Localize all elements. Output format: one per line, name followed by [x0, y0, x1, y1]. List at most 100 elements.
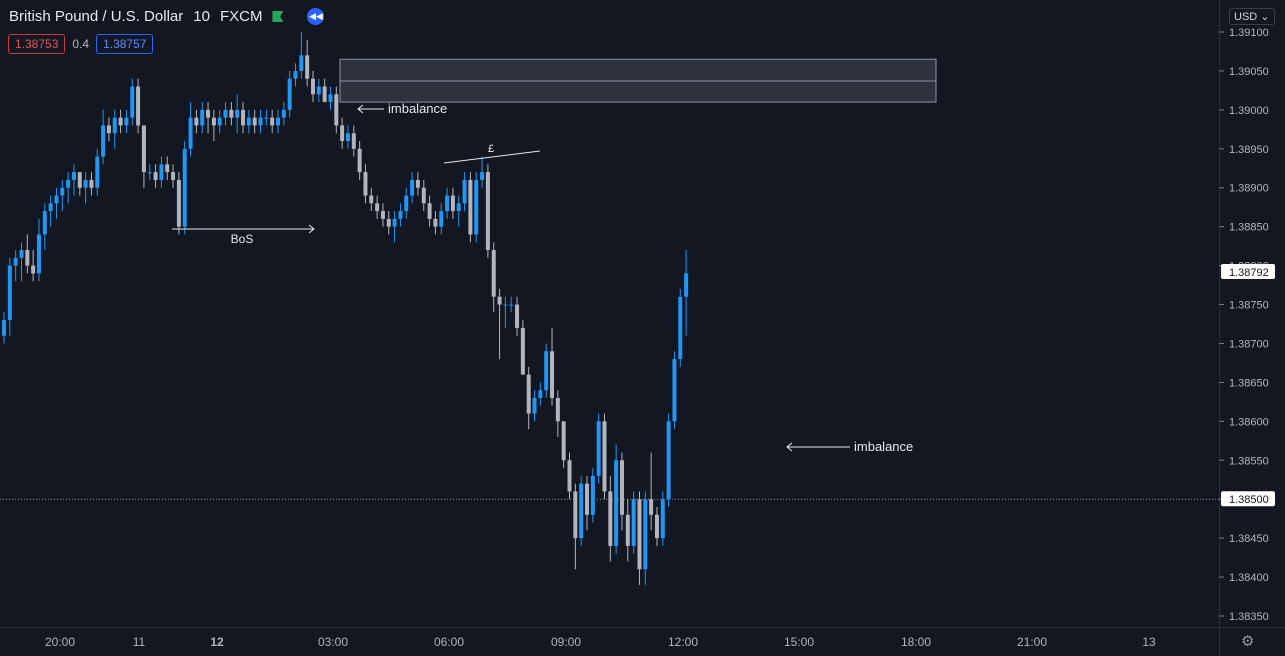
- price-tick-label: 1.38700: [1229, 338, 1269, 350]
- candle-body: [520, 327, 525, 375]
- candle-body: [316, 86, 321, 95]
- candle-body: [101, 125, 106, 157]
- candle-body: [182, 148, 187, 227]
- candle-body: [241, 109, 246, 126]
- candle-body: [340, 125, 345, 142]
- candle-body: [322, 86, 327, 103]
- spread-value: 0.4: [72, 37, 90, 51]
- candle-body: [235, 109, 240, 118]
- candle-body: [48, 203, 53, 212]
- candle-body: [194, 117, 199, 126]
- candle-body: [310, 78, 315, 95]
- candle-body: [590, 475, 595, 515]
- interval-label[interactable]: 10: [193, 8, 210, 25]
- rewind-icon[interactable]: ◀◀: [307, 8, 325, 25]
- candle-body: [515, 304, 520, 328]
- candle-body: [433, 218, 438, 227]
- candle-body: [136, 86, 141, 126]
- candle-body: [550, 351, 555, 398]
- source-label: FXCM: [219, 8, 263, 25]
- time-tick-label: 15:00: [784, 635, 814, 649]
- time-tick-label: 21:00: [1017, 635, 1047, 649]
- candle-body: [398, 211, 403, 219]
- candle-body: [153, 172, 158, 180]
- time-tick-label: 18:00: [901, 635, 931, 649]
- symbol-header[interactable]: British Pound / U.S. Dollar 10 FXCM ◀◀: [9, 8, 325, 25]
- price-tick-label: 1.38650: [1229, 377, 1269, 389]
- candle-body: [526, 374, 531, 414]
- candle-body: [276, 117, 281, 126]
- price-tick-label: 1.38850: [1229, 222, 1269, 234]
- candle-body: [31, 265, 36, 274]
- candle-body: [491, 250, 496, 297]
- candle-body: [159, 164, 164, 180]
- candle-body: [684, 273, 689, 297]
- candle-body: [410, 179, 415, 196]
- horizontal-line-price-label: 1.38500: [1229, 494, 1269, 506]
- ask-price-button[interactable]: 1.38757: [96, 34, 154, 54]
- candle-body: [270, 117, 275, 126]
- candle-body: [392, 218, 397, 227]
- price-tick-label: 1.39050: [1229, 66, 1269, 78]
- currency-dropdown[interactable]: USD ⌄: [1229, 8, 1275, 25]
- candle-body: [141, 125, 146, 173]
- candle-body: [124, 117, 129, 126]
- candle-body: [25, 250, 30, 266]
- candle-body: [544, 351, 549, 391]
- candle-body: [596, 421, 601, 476]
- price-tick-label: 1.38400: [1229, 572, 1269, 584]
- bid-price-button[interactable]: 1.38753: [8, 34, 66, 54]
- candle-body: [480, 172, 485, 180]
- candle-body: [421, 187, 426, 204]
- candle-body: [573, 491, 578, 539]
- candle-body: [649, 499, 654, 515]
- gear-icon[interactable]: ⚙: [1241, 633, 1255, 650]
- currency-label: USD: [1234, 11, 1258, 23]
- candle-body: [427, 203, 432, 219]
- candle-body: [363, 172, 368, 196]
- imbalance-label-bottom: imbalance: [854, 439, 913, 454]
- candle-body: [66, 179, 71, 188]
- candle-body: [188, 117, 193, 149]
- candle-body: [375, 203, 380, 212]
- candle-body: [206, 109, 211, 118]
- candle-body: [468, 179, 473, 235]
- candle-body: [555, 397, 560, 422]
- candle-body: [77, 172, 82, 188]
- symbol-name[interactable]: British Pound / U.S. Dollar: [9, 8, 184, 25]
- candle-body: [503, 304, 508, 306]
- candle-body: [130, 86, 135, 118]
- imbalance-arrowhead-top: [357, 104, 364, 114]
- candle-body: [538, 390, 543, 398]
- time-tick-label: 03:00: [318, 635, 348, 649]
- candle-body: [281, 109, 286, 118]
- candle-body: [2, 320, 6, 336]
- candle-body: [7, 265, 12, 321]
- pound-sign-label: £: [488, 143, 494, 155]
- candle-body: [631, 499, 636, 546]
- candle-body: [293, 70, 298, 79]
- candle-body: [229, 109, 234, 118]
- candle-body: [252, 117, 257, 126]
- candle-body: [532, 397, 537, 414]
- candle-body: [106, 125, 111, 134]
- candle-body: [415, 179, 420, 188]
- candle-body: [666, 421, 671, 500]
- candle-body: [200, 109, 205, 126]
- candle-body: [176, 179, 181, 227]
- candle-body: [456, 203, 461, 212]
- price-tick-label: 1.38550: [1229, 455, 1269, 467]
- candle-body: [246, 117, 251, 126]
- candle-body: [258, 117, 263, 126]
- price-tick-label: 1.39100: [1229, 27, 1269, 39]
- bos-label: BoS: [231, 232, 254, 246]
- candle-body: [625, 514, 630, 546]
- candle-body: [19, 250, 24, 258]
- candle-body: [287, 78, 292, 110]
- candle-body: [619, 460, 624, 515]
- candle-body: [585, 483, 589, 515]
- candle-body: [211, 117, 216, 126]
- candle-body: [223, 109, 228, 118]
- candle-body: [357, 148, 362, 173]
